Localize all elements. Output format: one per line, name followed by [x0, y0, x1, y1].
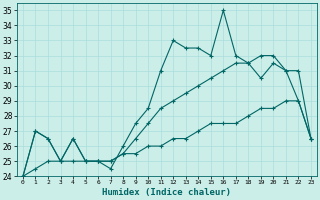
X-axis label: Humidex (Indice chaleur): Humidex (Indice chaleur): [102, 188, 231, 197]
